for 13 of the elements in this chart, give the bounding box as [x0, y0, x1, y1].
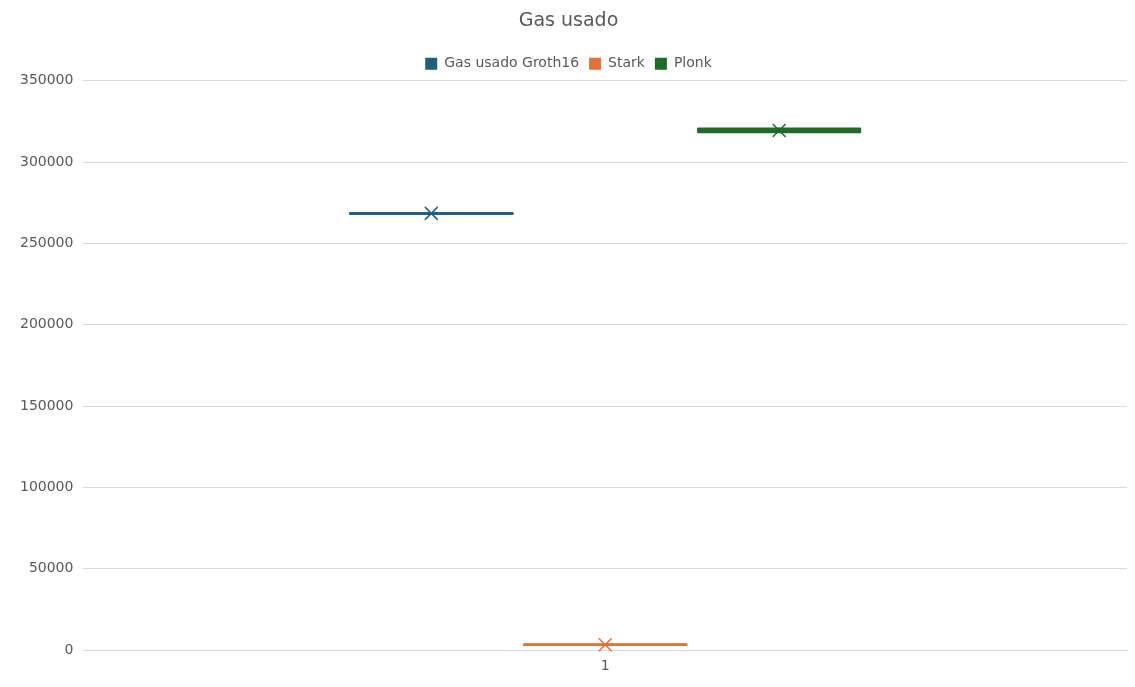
legend-label: Gas usado Groth16 — [444, 54, 580, 71]
legend-label: Plonk — [673, 54, 713, 71]
x-tick-label: 1 — [600, 657, 610, 674]
y-tick-label: 100000 — [19, 478, 74, 495]
y-tick-label: 50000 — [28, 559, 74, 576]
y-tick-label: 200000 — [19, 315, 74, 332]
legend-label: Stark — [608, 54, 646, 71]
y-tick-label: 350000 — [19, 71, 74, 88]
y-tick-label: 250000 — [19, 234, 74, 251]
y-tick-label: 150000 — [19, 396, 74, 413]
y-tick-label: 300000 — [19, 152, 74, 169]
chart-title: Gas usado — [518, 8, 619, 31]
y-tick-label: 0 — [64, 640, 74, 657]
